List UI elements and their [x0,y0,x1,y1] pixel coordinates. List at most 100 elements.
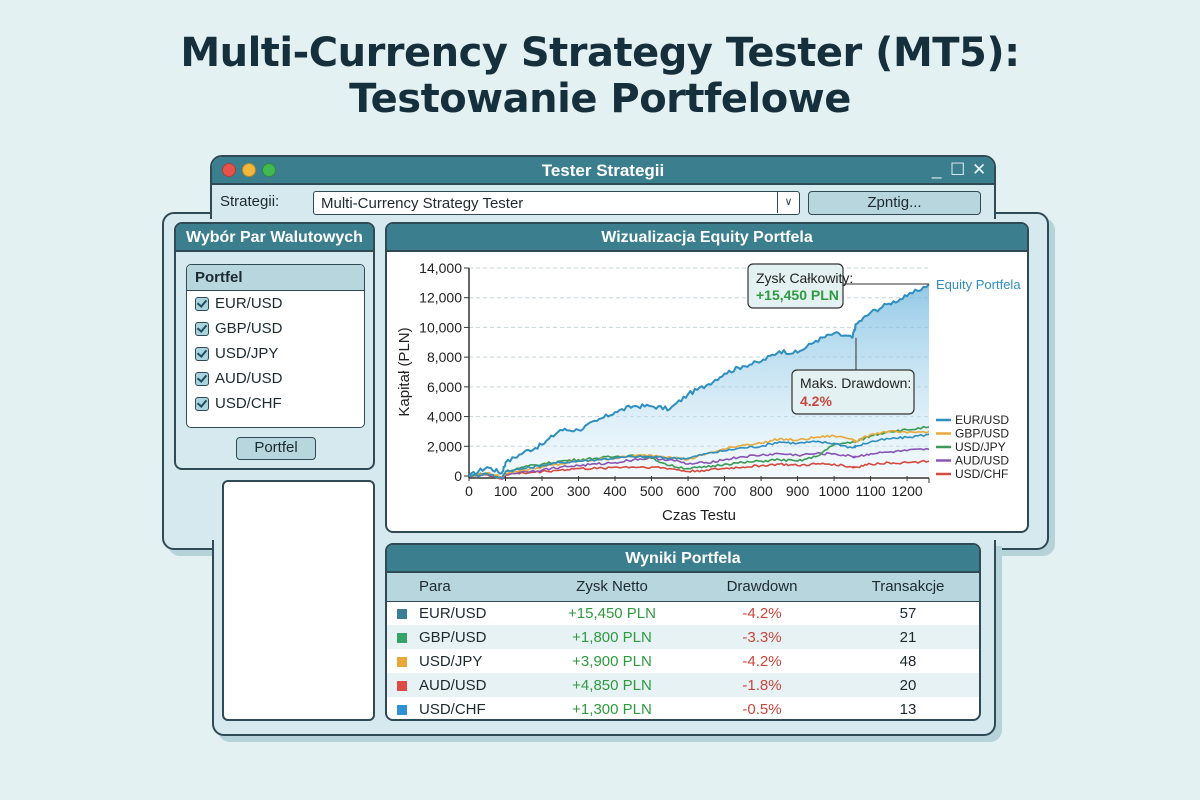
pair-checkbox-usdjpy[interactable]: USD/JPY [187,341,364,366]
table-row[interactable]: USD/JPY +3,900 PLN -4.2% 48 [387,649,979,673]
profit-cell: +1,800 PLN [537,625,687,649]
pair-cell: AUD/USD [387,673,537,697]
strategy-select[interactable]: Multi-Currency Strategy Tester ∨ [313,191,800,215]
settings-button[interactable]: Zpntig... [808,191,981,215]
series-color-swatch [397,632,407,643]
pair-label: AUD/USD [215,370,283,387]
close-icon[interactable]: ✕ [972,160,987,179]
series-color-swatch [397,704,407,715]
y-tick-label: 2,000 [427,438,462,454]
pair-cell: EUR/USD [387,601,537,625]
pair-name: EUR/USD [419,604,487,622]
drawdown-cell: -3.3% [687,625,837,649]
x-tick-label: 200 [530,483,554,499]
minimize-dot-icon[interactable] [242,163,256,177]
empty-panel [222,480,375,721]
y-axis-label: Kapitał (PLN) [396,327,413,416]
x-tick-label: 1200 [892,483,923,499]
legend-label: GBP/USD [955,427,1009,441]
pair-label: EUR/USD [215,295,283,312]
page-title: Multi-Currency Strategy Tester (MT5): Te… [0,30,1200,122]
series-line-eur-usd [468,433,930,479]
x-tick-label: 500 [640,483,664,499]
pair-checkbox-gbpusd[interactable]: GBP/USD [187,316,364,341]
currency-pairs-panel: Wybór Par Walutowych Portfel EUR/USD GBP… [174,222,375,470]
series-line-aud-usd [468,447,930,480]
x-tick-label: 800 [749,483,773,499]
pair-checkbox-eurusd[interactable]: EUR/USD [187,291,364,316]
trades-cell: 21 [837,625,979,649]
chevron-down-icon[interactable]: ∨ [777,192,799,213]
drawdown-cell: -4.2% [742,604,782,622]
strategy-select-value: Multi-Currency Strategy Tester [321,195,524,212]
minimize-icon[interactable]: _ [932,160,942,179]
profit-annotation-label: Zysk Całkowity: [756,270,853,286]
series-color-swatch [397,656,407,667]
checkbox-checked-icon[interactable] [195,296,209,311]
equity-chart-title: Wizualizacja Equity Portfela [387,224,1027,252]
legend-label: EUR/USD [955,413,1009,427]
profit-cell: +3,900 PLN [572,652,652,670]
equity-chart: 0 2,000 4,000 6,000 8,000 10,000 12,000 14,000 0… [396,260,1021,524]
y-tick-label: 0 [454,468,462,484]
portfolio-group: Portfel EUR/USD GBP/USD USD/JPY AUD/USD … [186,264,365,428]
portfolio-group-title: Portfel [187,265,364,291]
results-panel-title: Wyniki Portfela [387,545,979,573]
portfolio-button[interactable]: Portfel [236,437,316,460]
page-title-line-1: Multi-Currency Strategy Tester (MT5): [180,30,1020,76]
trades-cell: 57 [899,604,917,622]
close-dot-icon[interactable] [222,163,236,177]
y-tick-label: 12,000 [419,290,462,306]
x-axis-label: Czas Testu [662,507,736,524]
x-tick-label: 400 [603,483,627,499]
column-header-profit[interactable]: Zysk Netto [537,573,687,602]
checkbox-checked-icon[interactable] [195,396,209,411]
pair-name: GBP/USD [419,628,487,646]
column-header-pair[interactable]: Para [387,573,537,602]
table-row[interactable]: AUD/USD +4,850 PLN -1.8% 20 [387,673,979,697]
results-header-row: Para Zysk Netto Drawdown Transakcje [387,573,979,602]
profit-cell: +15,450 PLN [568,604,656,622]
legend-label: AUD/USD [955,454,1009,468]
pair-label: USD/JPY [215,345,279,362]
column-header-drawdown[interactable]: Drawdown [687,573,837,602]
column-header-trades[interactable]: Transakcje [837,573,979,602]
y-tick-label: 8,000 [427,349,462,365]
series-line-usd-chf [468,459,930,480]
x-tick-label: 300 [567,483,591,499]
checkbox-checked-icon[interactable] [195,346,209,361]
window-titlebar[interactable]: Tester Strategii _ ☐ ✕ [212,157,994,185]
table-row[interactable]: EUR/USD +15,450 PLN -4.2% 57 [387,601,979,625]
pair-name: USD/JPY [419,652,483,670]
checkbox-checked-icon[interactable] [195,371,209,386]
zoom-dot-icon[interactable] [262,163,276,177]
currency-pairs-panel-title: Wybór Par Walutowych [176,224,373,252]
x-tick-label: 0 [465,483,473,499]
equity-series-label: Equity Portfela [936,277,1021,292]
drawdown-cell: -4.2% [742,652,782,670]
pair-cell: USD/JPY [387,649,537,673]
trades-cell: 48 [899,652,917,670]
pair-checkbox-audusd[interactable]: AUD/USD [187,366,364,391]
series-color-swatch [397,608,407,619]
pair-cell: GBP/USD [387,625,537,649]
pair-cell: USD/CHF [387,697,537,719]
table-row[interactable]: USD/CHF +1,300 PLN -0.5% 13 [387,697,979,719]
equity-chart-panel: Wizualizacja Equity Portfela 0 2,000 4,000… [385,222,1029,533]
pair-name: AUD/USD [419,676,487,694]
maximize-icon[interactable]: ☐ [950,160,966,179]
profit-annotation-box [747,263,844,309]
profit-cell: +1,300 PLN [572,700,652,718]
x-tick-label: 900 [786,483,810,499]
pair-label: USD/CHF [215,395,282,412]
pair-label: GBP/USD [215,320,283,337]
table-row[interactable]: GBP/USD +1,800 PLN -3.3% 21 [387,625,979,649]
drawdown-annotation-box [791,369,915,415]
legend-label: USD/CHF [955,467,1008,481]
y-tick-label: 10,000 [419,319,462,335]
checkbox-checked-icon[interactable] [195,321,209,336]
window-title: Tester Strategii [541,161,665,180]
pair-name: USD/CHF [419,700,486,718]
pair-checkbox-usdchf[interactable]: USD/CHF [187,391,364,416]
page-title-line-2: Testowanie Portfelowe [349,76,851,122]
